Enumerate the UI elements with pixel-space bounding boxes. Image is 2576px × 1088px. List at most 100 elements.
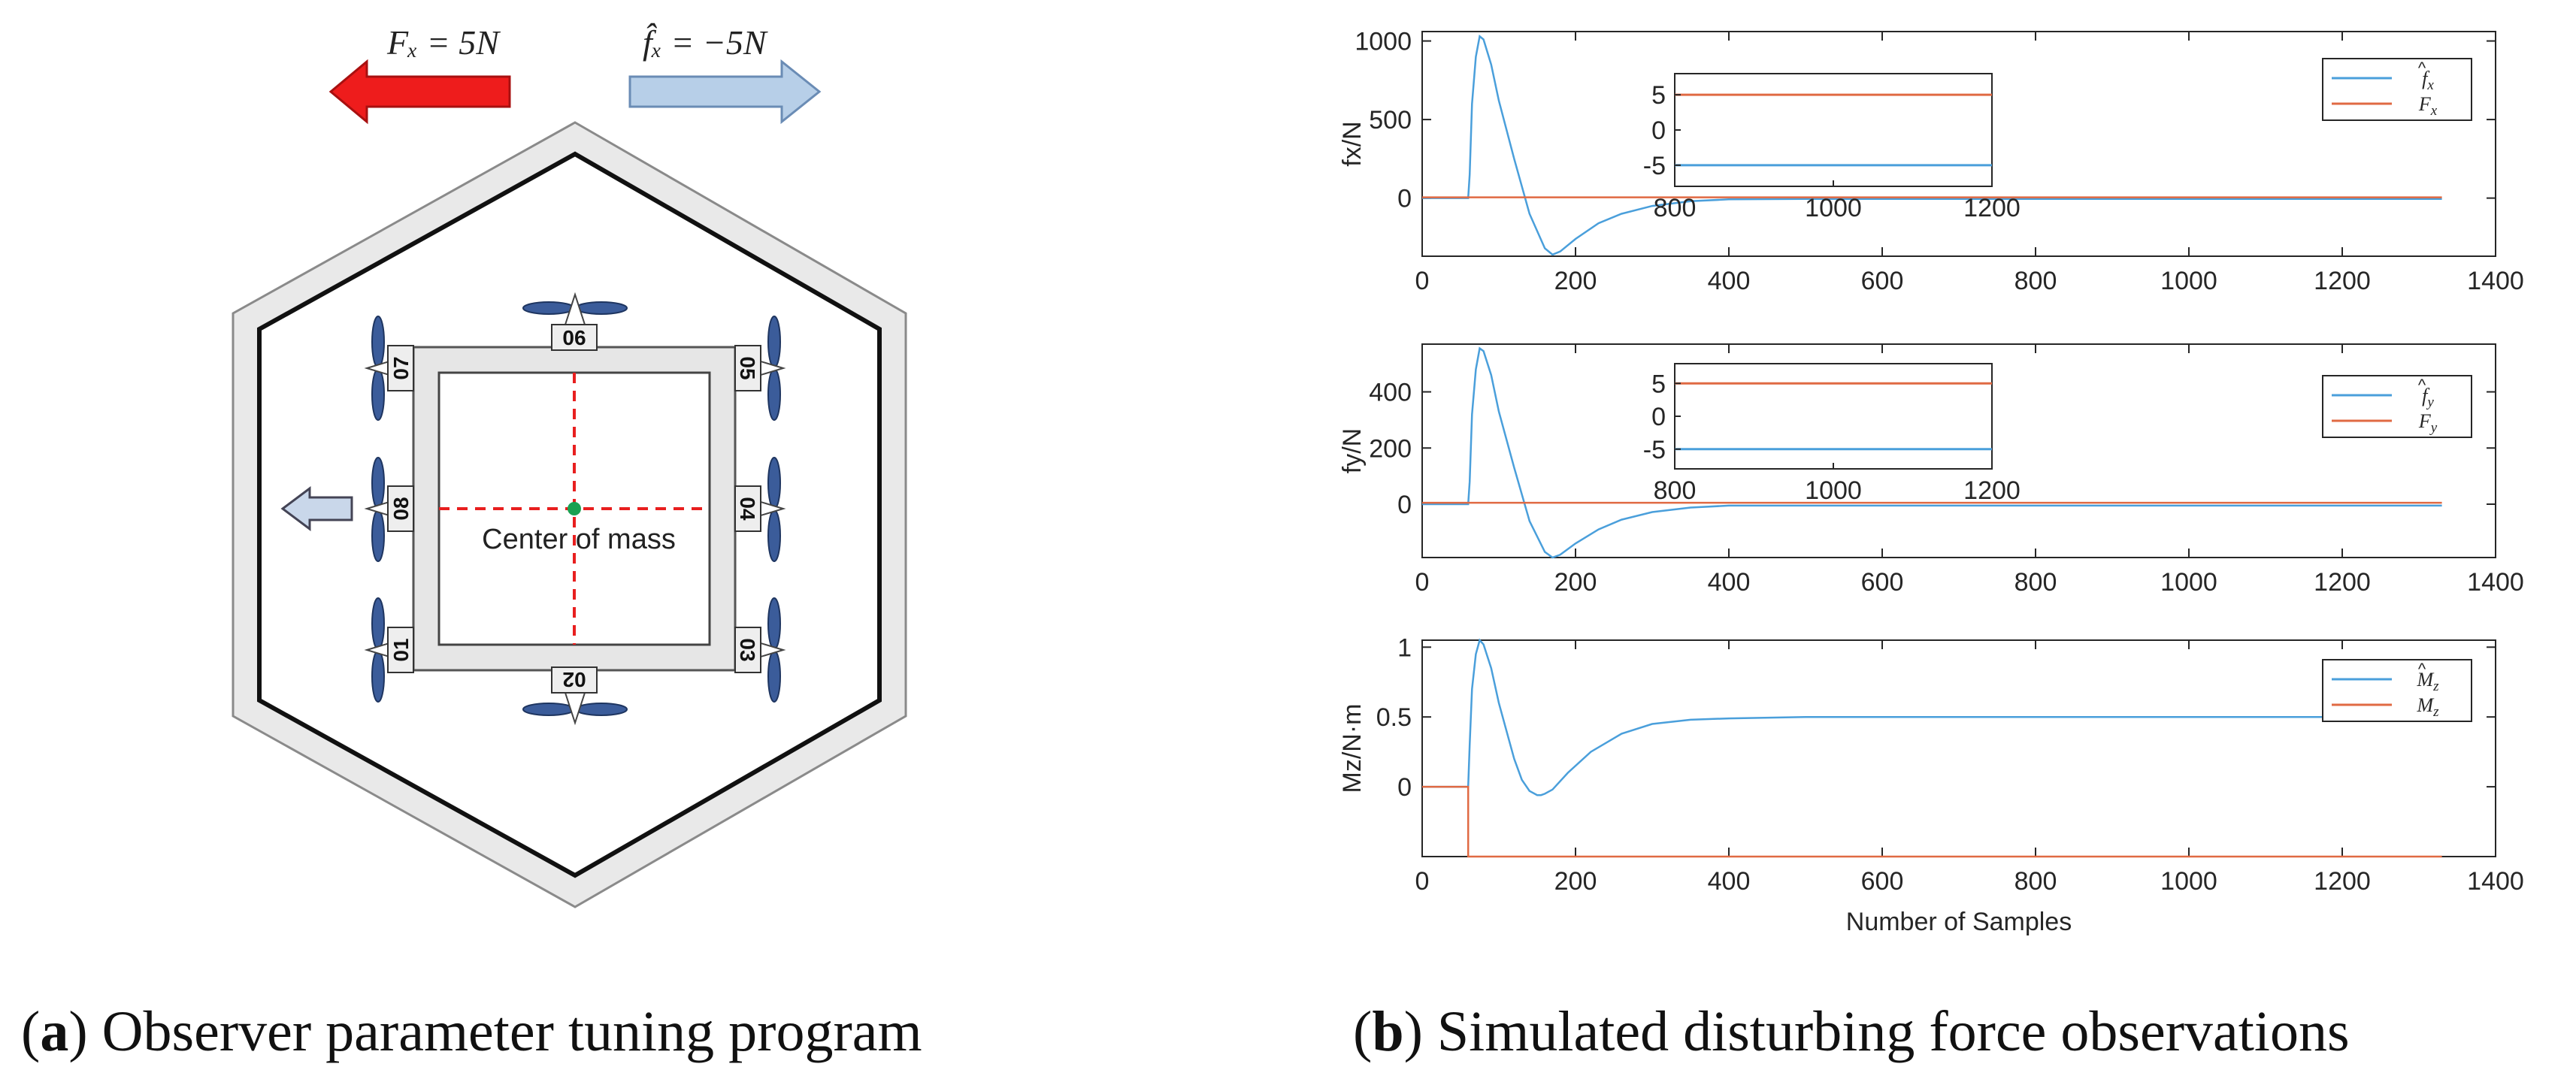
legend-label-estimate: fx — [2422, 68, 2434, 93]
y-tick-label: 200 — [1369, 434, 1412, 463]
legend-label-true: Fx — [2418, 93, 2438, 119]
blue-arrow-icon — [628, 59, 822, 125]
y-tick-label: 1 — [1397, 633, 1412, 662]
legend-hat-mark: ^ — [2418, 660, 2426, 678]
y-axis-label: fy/N — [1338, 428, 1367, 473]
x-tick-label: 400 — [1708, 568, 1751, 597]
x-tick-label: 1000 — [2160, 568, 2217, 597]
force-arrow-icon — [280, 486, 353, 531]
thruster-06: 06 — [551, 324, 598, 351]
thruster-01: 01 — [387, 627, 414, 673]
inset-y-tick-label: 5 — [1651, 81, 1666, 110]
x-tick-label: 800 — [2014, 267, 2057, 295]
inset-y-tick-label: -5 — [1643, 152, 1666, 180]
svg-text:02: 02 — [562, 668, 586, 691]
y-tick-label: 500 — [1369, 106, 1412, 134]
diagram-svg: Fₓ = 5N f̂ₓ = −5N 06 — [232, 23, 907, 908]
thruster-03: 03 — [734, 627, 761, 673]
x-tick-label: 800 — [2014, 867, 2057, 896]
legend-box — [2322, 58, 2472, 121]
x-tick-label: 400 — [1708, 867, 1751, 896]
x-axis-label: Number of Samples — [1846, 908, 2072, 936]
y-tick-label: 0 — [1397, 491, 1412, 519]
observation-charts: 0 200 400 600 800 1000 1200 1400 0 500 1000 fx/N -5 0… — [1338, 0, 2576, 969]
y-tick-label: 0 — [1397, 185, 1412, 213]
x-tick-label: 1200 — [2314, 867, 2371, 896]
series-estimate-line — [1422, 346, 2442, 559]
series-estimate-line — [1422, 638, 2442, 796]
chart-3: 0 200 400 600 800 1000 1200 140000.51Mz/N·mMz^M… — [1338, 633, 2524, 936]
formula-Fx: Fₓ = 5N — [386, 23, 501, 62]
propeller-icons — [371, 301, 781, 716]
y-axis-label: fx/N — [1338, 121, 1367, 166]
svg-text:04: 04 — [736, 497, 759, 521]
legend: fx^ Fx — [2322, 58, 2472, 121]
legend-box — [2322, 375, 2472, 438]
x-tick-label: 200 — [1554, 568, 1597, 597]
x-tick-label: 200 — [1554, 867, 1597, 896]
inset-x-tick-label: 1200 — [1963, 194, 2021, 222]
svg-text:05: 05 — [736, 356, 759, 379]
legend-hat-mark: ^ — [2418, 376, 2426, 394]
x-tick-label: 1200 — [2314, 267, 2371, 295]
thruster-04: 04 — [734, 485, 761, 532]
svg-text:08: 08 — [389, 497, 413, 520]
x-tick-label: 1000 — [2160, 867, 2217, 896]
y-tick-label: 400 — [1369, 379, 1412, 407]
center-of-mass-dot — [568, 502, 581, 515]
y-tick-label: 0.5 — [1376, 703, 1412, 732]
x-tick-label: 600 — [1861, 867, 1904, 896]
x-tick-label: 1000 — [2160, 267, 2217, 295]
x-tick-label: 1400 — [2467, 568, 2524, 597]
chart-1: 0 200 400 600 800 1000 1200 1400 0 500 1000 fx/N -5 0… — [1338, 28, 2524, 295]
caption-b: (b) Simulated disturbing force observati… — [1353, 1000, 2350, 1063]
inset-x-tick-label: 800 — [1654, 476, 1697, 505]
formula-fx-hat: f̂ₓ = −5N — [643, 23, 768, 62]
x-tick-label: 1200 — [2314, 568, 2371, 597]
svg-text:07: 07 — [389, 356, 413, 379]
center-of-mass-label: Center of mass — [482, 524, 676, 555]
x-tick-label: 800 — [2014, 568, 2057, 597]
x-tick-label: 200 — [1554, 267, 1597, 295]
legend-label-estimate: fy — [2422, 385, 2434, 410]
inset-frame — [1674, 363, 1993, 470]
inset-x-tick-label: 1200 — [1963, 476, 2021, 505]
zoom-inset: -5 0 5 800 1000 1200 — [1643, 363, 2021, 505]
caption-a-letter: a — [40, 1000, 69, 1063]
x-tick-label: 600 — [1861, 267, 1904, 295]
inset-x-tick-label: 1000 — [1805, 476, 1862, 505]
inset-x-tick-label: 800 — [1654, 194, 1697, 222]
x-tick-label: 0 — [1415, 867, 1430, 896]
caption-b-text: Simulated disturbing force observations — [1436, 1000, 2350, 1063]
series-true-line — [1422, 785, 2442, 858]
x-tick-label: 1400 — [2467, 267, 2524, 295]
thruster-02: 02 — [551, 666, 598, 694]
plot-frame — [1421, 639, 2496, 857]
thruster-08: 08 — [387, 485, 414, 532]
inset-y-tick-label: 0 — [1651, 116, 1666, 145]
zoom-inset: -5 0 5 800 1000 1200 — [1643, 73, 2021, 222]
svg-text:06: 06 — [562, 326, 586, 349]
inset-y-tick-label: -5 — [1643, 436, 1666, 464]
x-tick-label: 0 — [1415, 568, 1430, 597]
caption-a: (a) Observer parameter tuning program — [21, 1000, 922, 1063]
svg-text:01: 01 — [389, 638, 413, 661]
legend-label-estimate: Mz — [2416, 669, 2439, 694]
inset-y-tick-label: 0 — [1651, 403, 1666, 431]
caption-b-letter: b — [1372, 1000, 1404, 1063]
y-tick-label: 0 — [1397, 773, 1412, 802]
legend: Mz^Mz — [2322, 659, 2472, 722]
inset-frame — [1674, 73, 1993, 187]
legend-hat-mark: ^ — [2418, 59, 2426, 77]
caption-a-text: Observer parameter tuning program — [101, 1000, 922, 1063]
svg-text:03: 03 — [736, 638, 759, 661]
thruster-07: 07 — [387, 345, 414, 391]
series-estimate-line — [1422, 34, 2442, 256]
x-tick-label: 600 — [1861, 568, 1904, 597]
red-arrow-icon — [328, 59, 511, 125]
legend-label-true: Mz — [2416, 694, 2439, 720]
inset-x-tick-label: 1000 — [1805, 194, 1862, 222]
legend-box — [2322, 659, 2472, 722]
